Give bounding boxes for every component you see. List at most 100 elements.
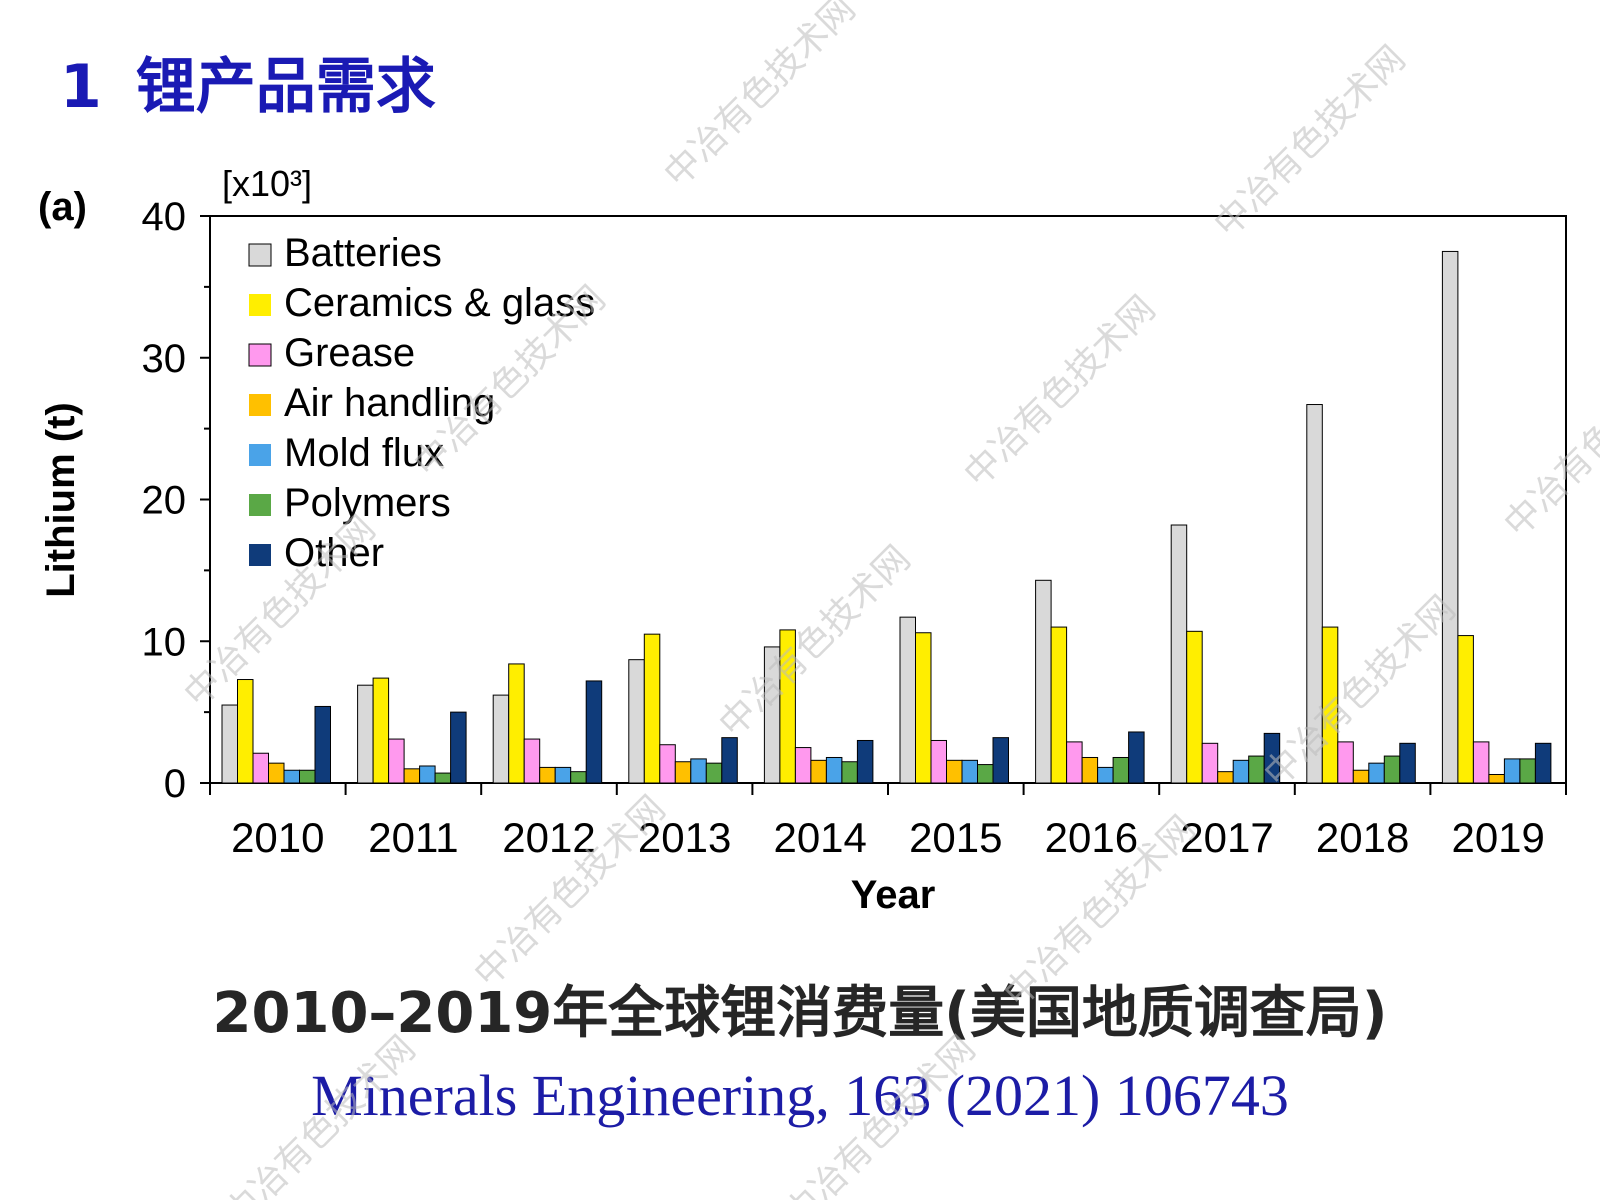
x-tick-label: 2011 xyxy=(368,814,458,861)
bar-2015-grease xyxy=(930,739,947,784)
bar-2018-batteries xyxy=(1306,404,1323,784)
bar-2019-batteries xyxy=(1441,250,1459,784)
bar-2013-batteries xyxy=(628,659,645,784)
chart-caption: 2010–2019年全球锂消费量(美国地质调查局) xyxy=(212,981,1388,1046)
bar-2010-other xyxy=(314,705,331,784)
bar-2017-mold-flux xyxy=(1232,759,1250,784)
reference-citation: Minerals Engineering, 163 (2021) 106743 xyxy=(311,1063,1289,1128)
bar-2015-other xyxy=(992,737,1009,784)
bar-2010-grease xyxy=(252,752,269,784)
bar-2016-air-handling xyxy=(1081,756,1099,784)
bar-2015-air-handling xyxy=(946,759,963,784)
bars-layer xyxy=(221,250,1552,784)
bar-2017-grease xyxy=(1201,742,1219,784)
bar-2011-air-handling xyxy=(403,768,421,784)
legend-label: Air handling xyxy=(284,381,495,425)
x-tick-label: 2014 xyxy=(773,814,866,861)
bar-2011-batteries xyxy=(357,684,374,784)
x-tick-label: 2015 xyxy=(909,814,1002,861)
legend-label: Polymers xyxy=(284,481,451,525)
panel-label: (a) xyxy=(38,185,87,229)
legend-swatch xyxy=(249,494,271,516)
bar-2018-ceramics-glass xyxy=(1321,626,1339,784)
bar-2010-mold-flux xyxy=(283,769,300,784)
x-tick-label: 2017 xyxy=(1180,814,1273,861)
bar-2019-polymers xyxy=(1519,758,1536,784)
bar-2012-other xyxy=(585,680,603,784)
bar-2019-other xyxy=(1534,742,1552,784)
bar-2011-polymers xyxy=(434,772,452,784)
legend-swatch xyxy=(249,294,271,316)
bar-2011-other xyxy=(450,711,467,784)
bar-2015-ceramics-glass xyxy=(915,632,932,784)
bar-2014-ceramics-glass xyxy=(779,629,796,784)
legend-swatch xyxy=(249,444,271,466)
bar-2012-ceramics-glass xyxy=(508,663,525,784)
bar-2014-grease xyxy=(794,747,812,784)
bar-2019-grease xyxy=(1472,741,1490,784)
legend-swatch xyxy=(248,343,272,367)
bar-2017-air-handling xyxy=(1217,771,1234,784)
bar-2015-polymers xyxy=(977,764,994,784)
bar-2016-ceramics-glass xyxy=(1050,626,1068,784)
legend-label: Batteries xyxy=(284,231,442,275)
bar-2012-polymers xyxy=(570,771,587,784)
bar-2018-other xyxy=(1399,742,1416,784)
bar-2013-other xyxy=(721,737,738,784)
bar-2015-batteries xyxy=(899,616,916,784)
bar-2013-polymers xyxy=(705,762,723,784)
y-tick-label: 0 xyxy=(164,762,186,806)
bar-2018-mold-flux xyxy=(1368,762,1385,784)
y-unit-label: [x10³] xyxy=(222,163,312,204)
bar-2016-mold-flux xyxy=(1097,766,1114,784)
bar-2011-ceramics-glass xyxy=(372,677,390,784)
bar-2011-mold-flux xyxy=(419,765,436,784)
bar-2014-mold-flux xyxy=(825,756,843,784)
bar-2012-grease xyxy=(523,738,541,784)
bar-2010-polymers xyxy=(299,769,316,784)
bar-2016-other xyxy=(1128,731,1145,784)
legend-swatch xyxy=(249,394,271,416)
slide-title: 1 锂产品需求 xyxy=(60,38,436,125)
x-tick-label: 2013 xyxy=(638,814,731,861)
bar-2019-ceramics-glass xyxy=(1457,635,1474,784)
bar-2012-mold-flux xyxy=(554,766,572,784)
y-tick-label: 30 xyxy=(142,337,187,381)
bar-2016-polymers xyxy=(1112,756,1130,784)
x-tick-label: 2010 xyxy=(231,814,324,861)
y-tick-label: 10 xyxy=(142,620,187,664)
bar-2018-air-handling xyxy=(1352,769,1370,784)
bar-2017-other xyxy=(1263,732,1281,784)
bar-2010-batteries xyxy=(221,704,238,784)
bar-2018-polymers xyxy=(1383,755,1401,784)
bar-2014-batteries xyxy=(763,646,781,784)
bar-2014-polymers xyxy=(841,761,858,784)
y-axis-title: Lithium (t) xyxy=(39,402,83,598)
bar-2015-mold-flux xyxy=(961,759,978,784)
bar-2017-ceramics-glass xyxy=(1186,630,1203,784)
bar-2014-air-handling xyxy=(810,759,827,784)
bar-2012-batteries xyxy=(492,694,510,784)
bar-2013-grease xyxy=(659,744,676,784)
bar-2018-grease xyxy=(1337,741,1354,784)
legend-swatch xyxy=(249,544,271,566)
bar-2016-batteries xyxy=(1035,579,1052,784)
legend-label: Mold flux xyxy=(284,431,444,475)
bar-2017-polymers xyxy=(1248,755,1265,784)
y-tick-label: 20 xyxy=(142,479,187,523)
x-tick-label: 2012 xyxy=(502,814,595,861)
x-tick-label: 2019 xyxy=(1451,814,1544,861)
legend-label: Other xyxy=(284,531,384,575)
bar-2013-mold-flux xyxy=(690,758,707,784)
bar-2010-ceramics-glass xyxy=(237,679,254,784)
legend-label: Ceramics & glass xyxy=(284,281,595,325)
x-tick-label: 2018 xyxy=(1316,814,1409,861)
bar-2010-air-handling xyxy=(268,762,285,784)
bar-2013-air-handling xyxy=(674,761,692,784)
x-axis-title: Year xyxy=(851,873,936,917)
bar-2017-batteries xyxy=(1170,524,1188,784)
slide-title-number: 1 xyxy=(60,52,102,122)
bar-2019-air-handling xyxy=(1488,773,1505,784)
x-tick-label: 2016 xyxy=(1045,814,1138,861)
